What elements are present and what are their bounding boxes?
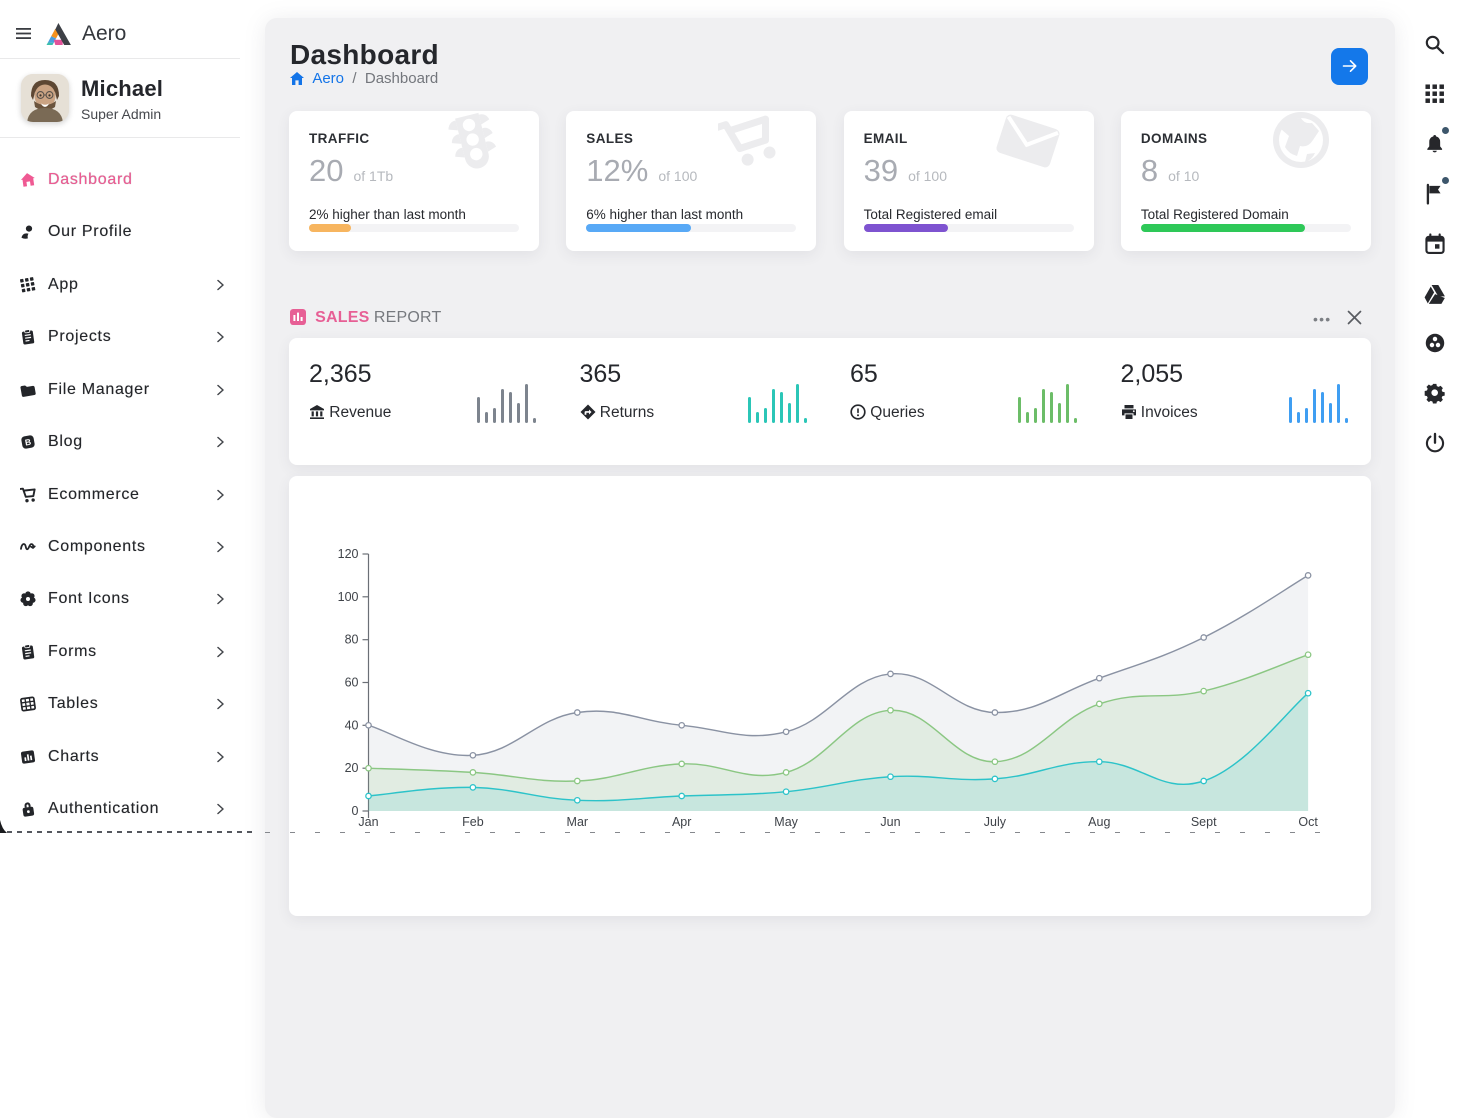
svg-text:Apr: Apr [672,815,691,829]
svg-text:Mar: Mar [567,815,589,829]
svg-text:Aug: Aug [1088,815,1110,829]
svg-text:Feb: Feb [462,815,484,829]
svg-text:B: B [24,437,32,448]
svg-text:Jun: Jun [880,815,900,829]
svg-text:100: 100 [338,590,359,604]
svg-text:Sept: Sept [1191,815,1217,829]
svg-text:Jan: Jan [358,815,378,829]
svg-text:May: May [774,815,798,829]
svg-text:80: 80 [345,633,359,647]
svg-text:0: 0 [352,804,359,818]
svg-text:60: 60 [345,676,359,690]
svg-text:40: 40 [345,718,359,732]
svg-text:120: 120 [338,547,359,561]
svg-text:20: 20 [345,761,359,775]
svg-text:July: July [984,815,1007,829]
svg-text:Oct: Oct [1298,815,1318,829]
